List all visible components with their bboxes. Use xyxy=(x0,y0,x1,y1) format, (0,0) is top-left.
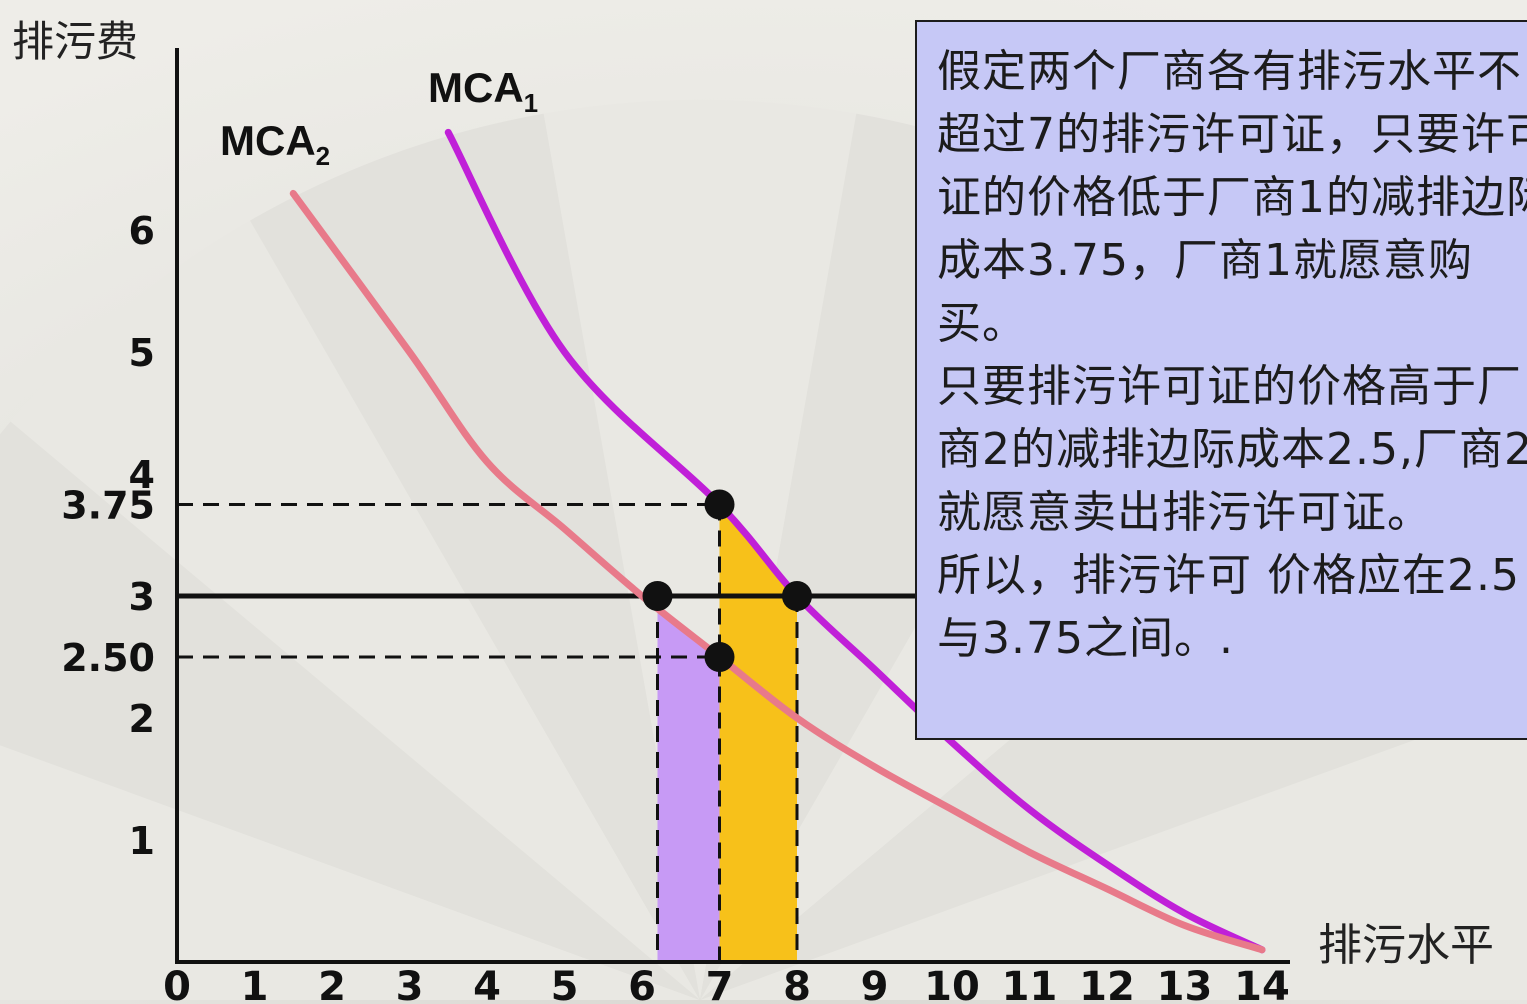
y-tick-label: 5 xyxy=(129,331,155,375)
region-seller-gain xyxy=(657,608,720,962)
curve-label-subscript: 1 xyxy=(524,88,538,118)
intersection-point xyxy=(642,581,673,611)
curve-label-subscript: 2 xyxy=(316,141,330,171)
x-tick-label: 11 xyxy=(1002,964,1058,1004)
note-paragraph-1: 假定两个厂商各有排污水平不超过7的排污许可证，只要许可证的价格低于厂商1的减排边… xyxy=(937,46,1527,349)
curve-labels: MCA1 MCA2 xyxy=(220,64,538,171)
x-tick-label: 7 xyxy=(706,964,734,1004)
fan-segment xyxy=(10,220,701,1000)
intersection-point xyxy=(704,489,735,520)
x-tick-label: 8 xyxy=(783,964,811,1004)
x-axis-title: 排污水平 xyxy=(1318,920,1494,971)
x-tick-label: 0 xyxy=(163,964,191,1004)
x-tick-label: 6 xyxy=(628,964,656,1004)
y-tick-label: 2.50 xyxy=(61,636,155,680)
curve-mca2 xyxy=(289,189,1266,954)
note-paragraph-2: 只要排污许可证的价格高于厂商2的减排边际成本2.5,厂商2就愿意卖出排污许可证。 xyxy=(937,361,1527,538)
x-tick-label: 5 xyxy=(551,964,579,1004)
note-paragraph-3: 所以，排污许可 价格应在2.5与3.75之间。. xyxy=(937,550,1520,664)
region-buyer-gain xyxy=(719,504,797,962)
dashed-guides xyxy=(177,503,799,962)
y-tick-label: 6 xyxy=(129,209,155,253)
x-tick-label: 3 xyxy=(396,964,424,1004)
curves xyxy=(289,128,1266,954)
fan-segment xyxy=(543,100,857,1001)
y-tick-label: 2 xyxy=(129,697,155,741)
intersection-point xyxy=(704,642,735,672)
x-tick-label: 1 xyxy=(241,964,269,1004)
x-tick-label: 13 xyxy=(1157,964,1213,1004)
shaded-regions xyxy=(657,504,797,962)
y-tick-labels: 1 2 2.50 3 3.754 5 6 xyxy=(61,209,155,863)
fan-segment xyxy=(250,113,700,1000)
axes xyxy=(175,48,1290,964)
fan-segment xyxy=(700,698,1527,1000)
y-tick-label: 1 xyxy=(129,819,155,863)
x-tick-label: 12 xyxy=(1079,964,1135,1004)
intersection-points xyxy=(642,489,812,672)
y-tick-label: 3.75 xyxy=(61,484,155,528)
y-tick-label: 4 xyxy=(129,453,155,497)
x-tick-labels: 0 1 2 3 4 5 6 7 8 9 10 11 12 13 14 xyxy=(163,964,1290,1004)
curve-label-mca1: MCA1 xyxy=(428,64,538,118)
intersection-point xyxy=(782,581,812,611)
y-axis-title: 排污费 xyxy=(12,17,138,66)
x-tick-label: 10 xyxy=(924,964,980,1004)
x-tick-label: 14 xyxy=(1234,964,1290,1004)
x-tick-label: 4 xyxy=(473,964,501,1004)
curve-mca1 xyxy=(444,128,1266,954)
y-tick-label: 3 xyxy=(129,575,155,619)
x-tick-label: 2 xyxy=(318,964,346,1004)
curve-label-mca2: MCA2 xyxy=(220,117,330,171)
x-tick-label: 9 xyxy=(861,964,889,1004)
explanation-box: 假定两个厂商各有排污水平不超过7的排污许可证，只要许可证的价格低于厂商1的减排边… xyxy=(915,20,1527,740)
